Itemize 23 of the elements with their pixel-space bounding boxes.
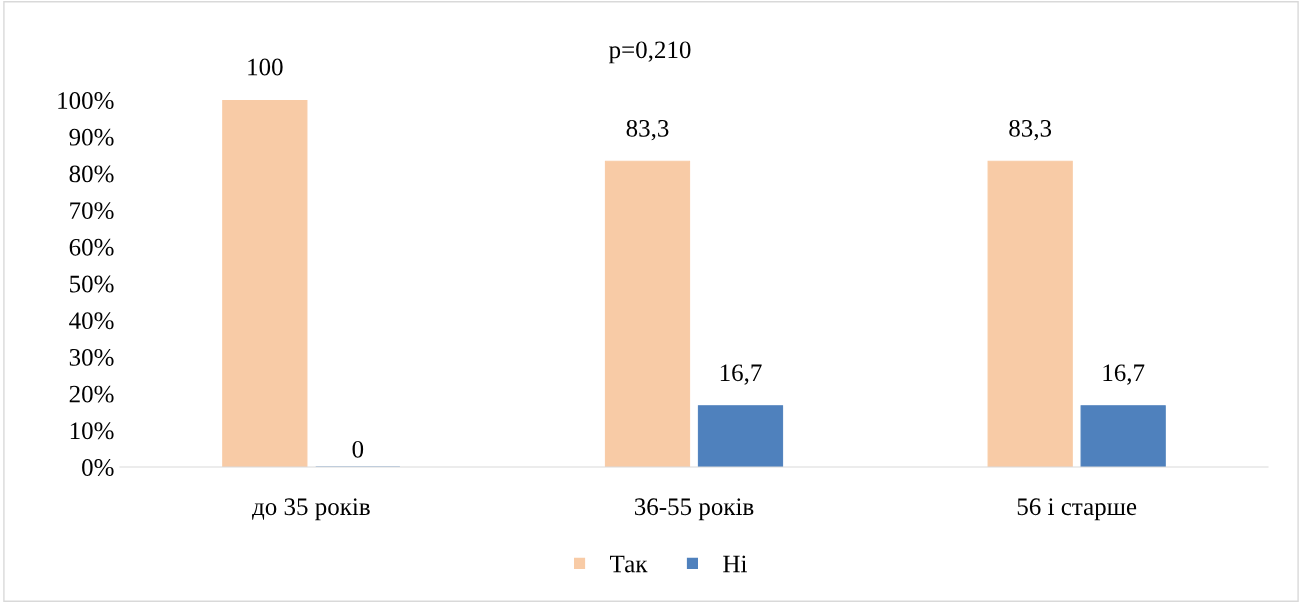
data-label: 83,3: [626, 119, 669, 141]
legend-label: Ні: [723, 555, 747, 573]
data-label: 83,3: [1009, 119, 1052, 141]
data-label: 16,7: [1103, 364, 1145, 385]
y-tick-label: 20%: [69, 385, 114, 403]
y-tick-label: 40%: [69, 312, 114, 330]
data-label: 16,7: [720, 364, 762, 385]
y-tick-label: 100%: [58, 92, 114, 109]
y-tick-label: 0%: [82, 459, 114, 476]
legend-label: Так: [610, 555, 648, 573]
x-tick-label: 36-55 років: [634, 498, 754, 521]
y-tick-label: 80%: [69, 165, 114, 183]
y-tick-label: 50%: [70, 275, 114, 293]
y-tick-label: 30%: [69, 348, 114, 366]
x-tick-label: 56 і старше: [1017, 498, 1137, 521]
data-label: 0: [352, 440, 364, 458]
x-tick-label: до 35 років: [252, 498, 370, 521]
y-tick-label: 90%: [69, 128, 114, 146]
y-tick-label: 10%: [70, 422, 114, 440]
y-tick-label: 70%: [70, 202, 114, 220]
y-tick-label: 60%: [69, 238, 114, 256]
data-label: 100: [248, 58, 283, 76]
text: p=0,210: [608, 41, 691, 64]
